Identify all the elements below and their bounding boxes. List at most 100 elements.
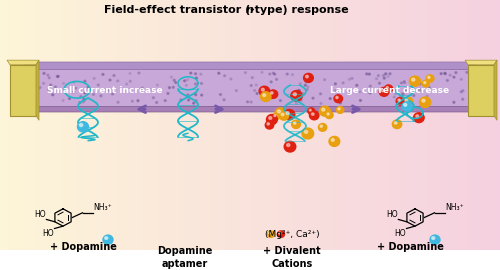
Circle shape: [137, 100, 139, 102]
Bar: [122, 0, 126, 250]
Circle shape: [444, 72, 446, 74]
Bar: [265, 0, 268, 250]
Circle shape: [246, 101, 248, 103]
Bar: [202, 0, 206, 250]
Circle shape: [37, 88, 39, 90]
Bar: [270, 0, 274, 250]
Bar: [220, 0, 224, 250]
Bar: [32, 0, 36, 250]
Circle shape: [264, 93, 266, 95]
Circle shape: [116, 80, 118, 82]
Bar: [420, 0, 424, 250]
Bar: [305, 0, 308, 250]
Circle shape: [413, 94, 415, 96]
Bar: [478, 0, 481, 250]
Bar: [338, 0, 341, 250]
Circle shape: [200, 94, 202, 96]
Circle shape: [320, 103, 322, 104]
Circle shape: [236, 90, 238, 92]
Bar: [380, 0, 384, 250]
Circle shape: [275, 108, 286, 118]
Circle shape: [230, 78, 232, 80]
Circle shape: [305, 81, 307, 83]
Circle shape: [152, 97, 154, 99]
Circle shape: [261, 72, 263, 73]
Circle shape: [93, 77, 95, 79]
Bar: [428, 0, 431, 250]
Bar: [182, 0, 186, 250]
Bar: [20, 0, 24, 250]
Circle shape: [294, 122, 296, 124]
Circle shape: [168, 87, 170, 89]
Bar: [138, 0, 141, 250]
Circle shape: [422, 80, 430, 87]
Circle shape: [62, 83, 64, 84]
Circle shape: [462, 98, 464, 100]
Bar: [75, 0, 78, 250]
Circle shape: [291, 90, 302, 101]
Circle shape: [74, 87, 76, 89]
Bar: [250, 0, 254, 250]
Circle shape: [306, 89, 308, 90]
Bar: [468, 0, 471, 250]
Text: HO: HO: [386, 210, 398, 219]
Circle shape: [351, 77, 353, 79]
Bar: [162, 0, 166, 250]
Bar: [345, 0, 348, 250]
Bar: [45, 0, 48, 250]
Bar: [485, 0, 488, 250]
Circle shape: [42, 82, 44, 84]
Circle shape: [194, 83, 196, 85]
Circle shape: [416, 115, 418, 117]
Bar: [365, 0, 368, 250]
Bar: [398, 0, 401, 250]
Circle shape: [173, 79, 175, 81]
Bar: [308, 0, 311, 250]
Circle shape: [422, 99, 425, 102]
Circle shape: [392, 120, 402, 129]
Bar: [342, 0, 346, 250]
Bar: [28, 69, 472, 106]
Circle shape: [266, 114, 278, 124]
Circle shape: [107, 89, 109, 91]
Text: -type) response: -type) response: [250, 5, 348, 15]
Circle shape: [52, 94, 54, 96]
Bar: [252, 0, 256, 250]
Circle shape: [164, 100, 166, 102]
Circle shape: [310, 111, 319, 120]
Circle shape: [272, 72, 274, 74]
Bar: [15, 0, 18, 250]
Bar: [48, 0, 51, 250]
Bar: [150, 0, 154, 250]
Bar: [378, 0, 381, 250]
Circle shape: [402, 93, 404, 94]
Circle shape: [132, 100, 134, 102]
Circle shape: [48, 88, 50, 90]
Bar: [242, 0, 246, 250]
Bar: [410, 0, 414, 250]
Bar: [145, 0, 148, 250]
Circle shape: [338, 100, 340, 102]
Circle shape: [244, 72, 246, 73]
Circle shape: [84, 99, 86, 101]
Bar: [422, 0, 426, 250]
Bar: [458, 0, 461, 250]
Circle shape: [259, 89, 261, 91]
Circle shape: [39, 87, 41, 89]
Circle shape: [172, 86, 174, 88]
Bar: [332, 0, 336, 250]
Circle shape: [348, 79, 350, 80]
Circle shape: [200, 83, 202, 84]
Circle shape: [278, 232, 281, 234]
Circle shape: [417, 78, 419, 80]
Polygon shape: [494, 60, 497, 120]
Circle shape: [72, 91, 74, 93]
Circle shape: [428, 76, 430, 78]
Circle shape: [80, 123, 82, 127]
Text: + Divalent
Cations: + Divalent Cations: [263, 246, 321, 269]
Circle shape: [150, 89, 152, 91]
Text: NH₃⁺: NH₃⁺: [446, 203, 464, 212]
Bar: [230, 0, 234, 250]
Bar: [105, 0, 108, 250]
Bar: [425, 0, 428, 250]
